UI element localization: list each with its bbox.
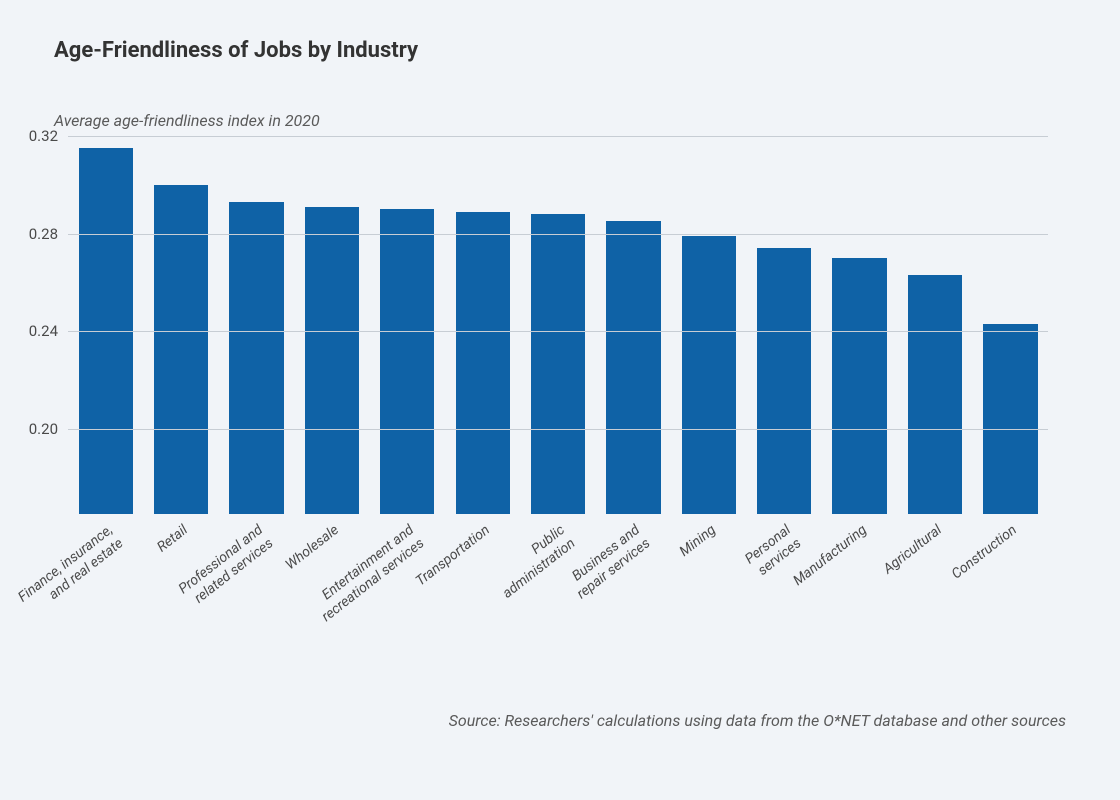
xlabel-slot: Personal services [747, 522, 822, 642]
bar [983, 324, 1037, 514]
chart-title: Age-Friendliness of Jobs by Industry [54, 38, 1066, 63]
ytick-label: 0.32 [29, 127, 68, 145]
bar-slot [370, 136, 445, 514]
bar [832, 258, 886, 514]
ytick-label: 0.28 [29, 225, 68, 243]
bars-layer [68, 136, 1048, 514]
xlabel-slot: Professional and related services [219, 522, 294, 642]
bar-slot [671, 136, 746, 514]
bar-slot [897, 136, 972, 514]
xlabel: Mining [676, 522, 719, 561]
plot-area: 0.200.240.280.32 [68, 136, 1048, 514]
xlabel: Retail [154, 522, 191, 556]
bar-slot [747, 136, 822, 514]
bar [682, 236, 736, 514]
bar [606, 221, 660, 514]
bar [531, 214, 585, 514]
bar-slot [822, 136, 897, 514]
ytick-label: 0.24 [29, 322, 68, 340]
xlabel-slot: Construction [973, 522, 1048, 642]
bar-slot [219, 136, 294, 514]
bar-slot [520, 136, 595, 514]
xlabel-slot: Manufacturing [822, 522, 897, 642]
bar-slot [596, 136, 671, 514]
bar [456, 212, 510, 514]
xlabel: Finance, insurance, and real estate [15, 522, 126, 619]
bar-slot [68, 136, 143, 514]
bar [380, 209, 434, 514]
bar [908, 275, 962, 514]
bar [757, 248, 811, 514]
bar-slot [973, 136, 1048, 514]
bar-slot [445, 136, 520, 514]
gridline [68, 136, 1048, 137]
source-note: Source: Researchers' calculations using … [449, 711, 1066, 730]
ytick-label: 0.20 [29, 420, 68, 438]
xlabel-slot: Entertainment and recreational services [370, 522, 445, 642]
xlabels-layer: Finance, insurance, and real estate Retai… [68, 522, 1048, 642]
gridline [68, 234, 1048, 235]
plot-wrap: 0.200.240.280.32 Finance, insurance, and… [68, 136, 1066, 642]
xlabel-slot: Business and repair services [596, 522, 671, 642]
xlabel-slot: Mining [671, 522, 746, 642]
bar-slot [294, 136, 369, 514]
bar-slot [143, 136, 218, 514]
bar [229, 202, 283, 514]
chart-subtitle: Average age-friendliness index in 2020 [54, 111, 1066, 130]
gridline [68, 429, 1048, 430]
xlabel-slot: Finance, insurance, and real estate [68, 522, 143, 642]
xlabel-slot: Agricultural [897, 522, 972, 642]
chart-container: Age-Friendliness of Jobs by Industry Ave… [0, 0, 1120, 800]
bar [305, 207, 359, 514]
gridline [68, 331, 1048, 332]
